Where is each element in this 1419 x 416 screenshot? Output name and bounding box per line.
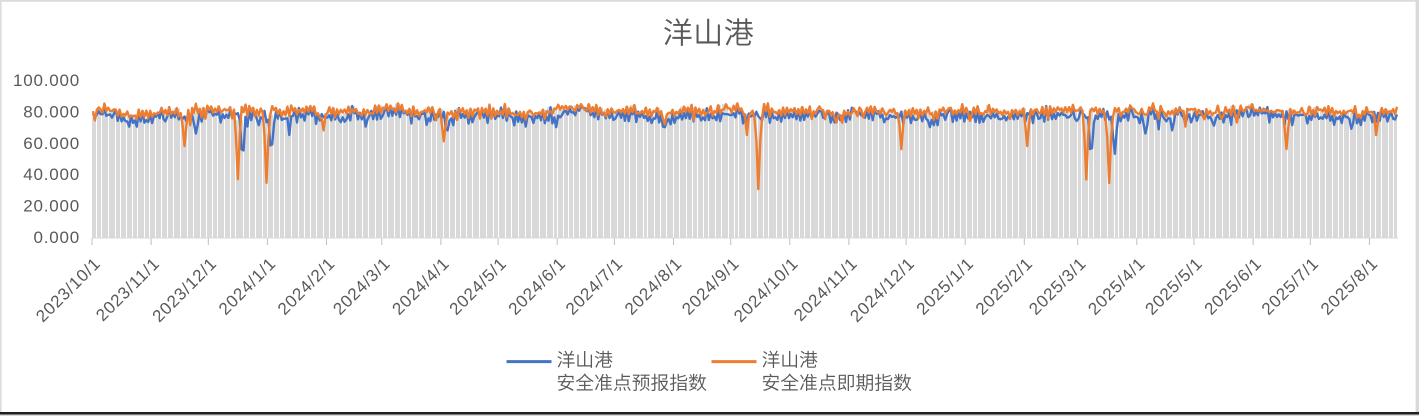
svg-text:60.000: 60.000 — [23, 134, 80, 153]
svg-text:100.000: 100.000 — [13, 71, 80, 90]
svg-text:40.000: 40.000 — [23, 165, 80, 184]
svg-text:80.000: 80.000 — [23, 103, 80, 122]
svg-text:20.000: 20.000 — [23, 197, 80, 216]
svg-text:0.000: 0.000 — [33, 228, 80, 247]
